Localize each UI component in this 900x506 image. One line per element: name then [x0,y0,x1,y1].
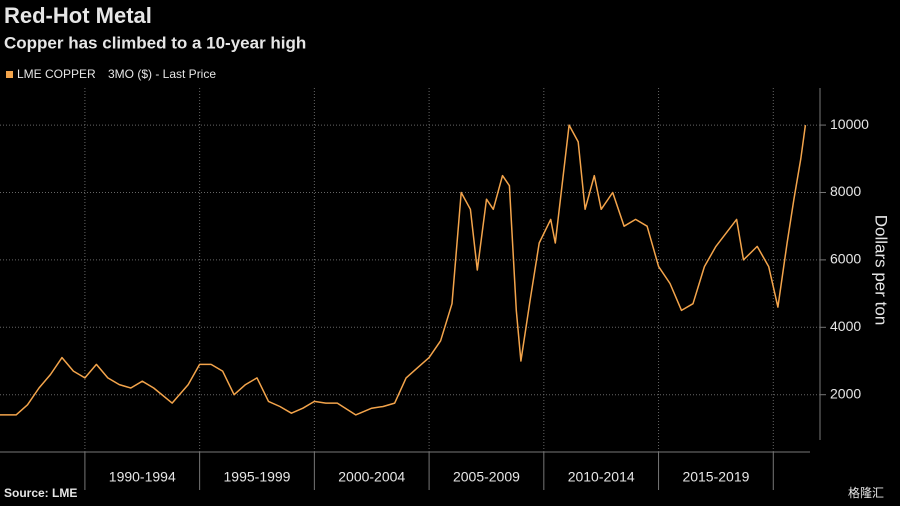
source: Source: LME [4,486,77,500]
chart-title: Red-Hot Metal [4,3,152,28]
x-tick-label: 1990-1994 [109,469,176,485]
x-tick-label: 1995-1999 [224,469,291,485]
watermark: 格隆汇 [848,485,884,500]
price-line [0,124,807,416]
legend-swatch [6,71,13,78]
x-tick-label: 2000-2004 [338,469,405,485]
x-tick-label: 2005-2009 [453,469,520,485]
x-tick-label: 2010-2014 [568,469,635,485]
y-tick-label: 2000 [830,385,861,401]
legend-label: LME COPPER [17,67,96,81]
legend-detail: 3MO ($) - Last Price [108,67,216,81]
x-tick-label: 2015-2019 [682,469,749,485]
chart-subtitle: Copper has climbed to a 10-year high [4,33,306,52]
y-tick-label: 6000 [830,251,861,267]
y-tick-label: 4000 [830,318,861,334]
y-axis-label: Dollars per ton [872,215,891,326]
y-tick-label: 10000 [830,116,869,132]
y-tick-label: 8000 [830,183,861,199]
